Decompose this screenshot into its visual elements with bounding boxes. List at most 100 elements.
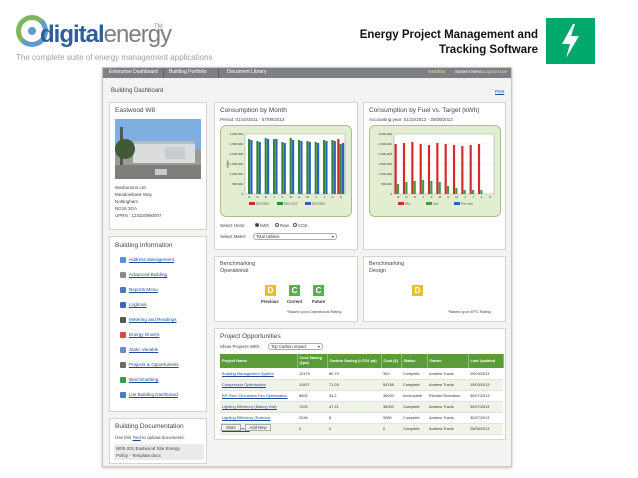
meter-icon bbox=[120, 317, 126, 323]
bar-2011-2012 bbox=[250, 140, 253, 194]
tab-document-library[interactable]: Document Library bbox=[227, 69, 267, 75]
bar-2012-2013 bbox=[264, 138, 267, 194]
units-kwh-label: kWh bbox=[260, 223, 269, 228]
table-cell: 7200 bbox=[297, 401, 327, 413]
digitalenergy-logo: digitalenergy bbox=[40, 22, 172, 48]
projects-title: Project Opportunities bbox=[220, 333, 281, 340]
project-name-link[interactable]: Building Management System bbox=[220, 368, 297, 380]
units-label: Select Units: bbox=[220, 223, 246, 228]
bar-2011-2012 bbox=[283, 143, 286, 194]
table-cell: 54.2 bbox=[327, 390, 381, 402]
bar-gas bbox=[455, 188, 458, 194]
nav-item-label: Lite Building Dashboard bbox=[129, 392, 178, 397]
document-name-line1: W00-201 Eastwood Site Energy bbox=[116, 446, 180, 451]
table-cell: Complete bbox=[401, 412, 427, 424]
bar-gas bbox=[413, 181, 416, 194]
projects-icon bbox=[120, 362, 126, 368]
table-cell: 19/03/2013 bbox=[468, 368, 503, 380]
x-tick-label: S bbox=[489, 195, 491, 199]
table-cell: 11007 bbox=[297, 379, 327, 391]
chevron-down-icon: ▾ bbox=[331, 234, 334, 239]
bar-2012-2013 bbox=[314, 142, 317, 194]
logout-link[interactable]: Logout User bbox=[483, 69, 508, 74]
table-cell: 47.21 bbox=[327, 401, 381, 413]
building-documentation-panel: Building Documentation Use this Tool to … bbox=[109, 418, 207, 464]
benchmarking-design-panel: Benchmarking Design D *Based upon EPC Ra… bbox=[363, 256, 506, 322]
bar-2012-2013 bbox=[247, 139, 251, 194]
more-button[interactable]: More bbox=[221, 424, 241, 431]
table-cell: 36000 bbox=[381, 401, 401, 413]
table-cell: Complete bbox=[401, 401, 427, 413]
projects-table: Project Name Cost Saving (£pa) Carbon Savi… bbox=[220, 354, 504, 435]
column-header[interactable]: Cost Saving (£pa) bbox=[297, 354, 328, 368]
consumption-fuel-chart: 3,000,000 2,500,000 2,000,000 1,500,000 1,00… bbox=[369, 125, 501, 217]
document-item[interactable]: W00-201 Eastwood Site Energy Policy - Te… bbox=[114, 444, 204, 460]
x-tick-label: S bbox=[340, 195, 342, 199]
table-cell: 71.28 bbox=[327, 379, 381, 391]
legend-label: Gas bbox=[433, 202, 439, 206]
legend-swatch bbox=[249, 202, 255, 205]
units-radio-kwh[interactable] bbox=[255, 223, 259, 227]
column-header[interactable]: Cost (£) bbox=[381, 354, 402, 368]
consumption-month-chart: 3,000,000 2,500,000 2,000,000 1,500,000 1,00… bbox=[220, 125, 352, 217]
units-co2-label: CO2 bbox=[298, 223, 308, 228]
show-projects-select[interactable]: Top Carbon Impact ▾ bbox=[268, 343, 323, 350]
upload-tool-link[interactable]: Tool bbox=[132, 435, 141, 440]
table-row[interactable]: Lighting Efficiency (Exterior) 2036 8 9080 C… bbox=[220, 412, 503, 424]
tab-building-portfolio[interactable]: Building Portfolio bbox=[169, 69, 207, 75]
table-row[interactable]: BP Oven Circulation Fan Optimisation 8600… bbox=[220, 390, 503, 402]
bar-2011-2012 bbox=[275, 139, 278, 194]
meter-label: Select Meter: bbox=[220, 234, 247, 239]
units-radio-raw[interactable] bbox=[275, 223, 279, 227]
column-header[interactable]: Carbon Saving (t CO2 pa) bbox=[327, 354, 382, 368]
print-link[interactable]: Print bbox=[495, 89, 505, 94]
x-tick-label: D bbox=[265, 195, 268, 199]
consumption-by-fuel-panel: Consumption by Fuel vs. Target (kWh) Acc… bbox=[363, 102, 506, 250]
static-icon bbox=[120, 347, 126, 353]
bar-elec bbox=[444, 144, 447, 194]
project-name-link[interactable]: Compressor Optimisation bbox=[220, 379, 297, 391]
tab-enterprise-dashboard[interactable]: Enterprise Dashboard bbox=[109, 69, 158, 75]
rating-future: C bbox=[313, 285, 324, 296]
address-icon bbox=[120, 257, 126, 263]
add-new-button[interactable]: Add New bbox=[245, 424, 271, 431]
drivers-icon bbox=[120, 332, 126, 338]
meter-select[interactable]: Total Utilities ▾ bbox=[253, 233, 337, 240]
column-header[interactable]: Status bbox=[401, 354, 428, 368]
column-header[interactable]: Owner bbox=[427, 354, 469, 368]
units-radio-co2[interactable] bbox=[293, 223, 297, 227]
app-window: Enterprise Dashboard Building Portfolio … bbox=[102, 67, 512, 467]
logo-tagline: The complete suite of energy management … bbox=[16, 53, 213, 62]
x-tick-label: A bbox=[447, 195, 449, 199]
dashboard-icon bbox=[120, 392, 126, 398]
system-menu-link[interactable]: System Menu bbox=[455, 69, 483, 74]
project-name-link[interactable]: Lighting Efficiency (Exterior) bbox=[220, 412, 297, 424]
benchmarking-operational-panel: Benchmarking Operational D C C Previous … bbox=[214, 256, 358, 322]
x-tick-label: J bbox=[422, 195, 424, 199]
table-cell: 19/03/2013 bbox=[468, 379, 503, 391]
document-name-line2: Policy - Template.docx bbox=[116, 453, 161, 458]
table-row[interactable]: Compressor Optimisation 11007 71.28 54768 Co… bbox=[220, 379, 503, 391]
y-tick-label: 1,500,000 bbox=[379, 162, 393, 166]
table-row[interactable]: Lighting Efficiency (Baking Hall) 7200 47.… bbox=[220, 401, 503, 413]
reports-icon bbox=[120, 287, 126, 293]
column-header[interactable]: Project Name bbox=[220, 354, 298, 368]
slide-title-line2: Tracking Software bbox=[438, 44, 538, 56]
bench-op-title1: Benchmarking bbox=[220, 261, 256, 267]
rating-future-label: Future bbox=[312, 299, 326, 304]
column-header[interactable]: Last Updated bbox=[468, 354, 504, 368]
project-name-link[interactable]: BP Oven Circulation Fan Optimisation bbox=[220, 390, 297, 402]
digitalenergy-logo-mark bbox=[16, 15, 48, 47]
top-navigation: Enterprise Dashboard Building Portfolio … bbox=[103, 68, 511, 78]
table-cell: 0 bbox=[327, 423, 381, 435]
table-cell: Andrew Travis bbox=[427, 401, 468, 413]
table-cell: Andrew Travis bbox=[427, 412, 468, 424]
legend-label: 2011-2012 bbox=[256, 202, 270, 206]
y-tick-label: 3,000,000 bbox=[230, 132, 244, 136]
project-name-link[interactable]: Lighting Efficiency (Baking Hall) bbox=[220, 401, 297, 413]
table-row[interactable]: Building Management System 12475 80.79 300 C… bbox=[220, 368, 503, 380]
rating-design: D bbox=[412, 285, 423, 296]
bar-elec bbox=[419, 144, 422, 194]
building-name: Eastwood W8 bbox=[115, 107, 156, 114]
table-cell: 0 bbox=[297, 423, 327, 435]
